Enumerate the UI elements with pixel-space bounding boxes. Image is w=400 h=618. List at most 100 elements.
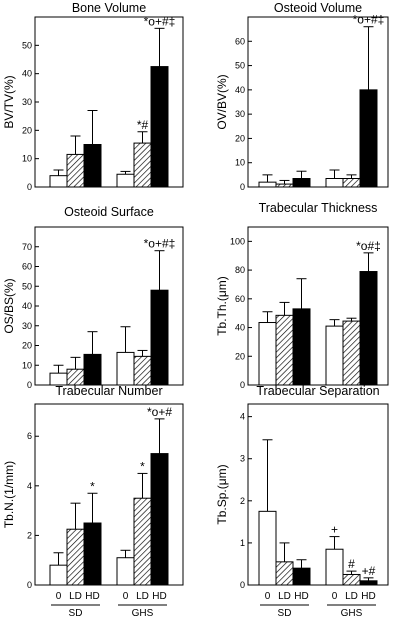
y-tick-label: 50 (22, 281, 32, 291)
y-tick-label: 30 (22, 321, 32, 331)
bar-ghs-hd (359, 580, 378, 586)
y-tick-label: 60 (235, 294, 245, 304)
y-tick-label: 10 (22, 360, 32, 370)
chart-title: Osteoid Surface (64, 205, 154, 219)
chart-title: Bone Volume (72, 1, 146, 15)
plot-frame (247, 403, 389, 586)
bar-ghs-hd (359, 89, 378, 188)
bar-ghs-hd (150, 289, 169, 386)
significance-label: + (331, 523, 338, 537)
significance-label: +# (362, 564, 376, 578)
bar-sd-hd (83, 353, 102, 386)
bar-sd-hd (83, 144, 102, 188)
chart-panel-3: Osteoid Surface OS/BS(%) 0 10 20 30 40 50 60 70 *o… (2, 205, 184, 390)
x-category-label: 0 (123, 591, 129, 602)
significance-label: *o+# (147, 405, 172, 419)
plot-frame (34, 403, 184, 586)
y-axis-label: BV/TV(%) (2, 75, 16, 128)
y-axis-label: OS/BS(%) (2, 278, 16, 333)
bar-sd-hd (292, 308, 311, 386)
y-tick-label: 50 (22, 40, 32, 50)
y-tick-label: 40 (22, 69, 32, 79)
bar-sd-ld (66, 368, 85, 386)
significance-label: *# (137, 118, 149, 132)
bar-ghs-ld (133, 355, 152, 386)
plot-frame (247, 16, 389, 188)
chart-title: Osteoid Volume (274, 1, 362, 15)
y-tick-label: 10 (22, 154, 32, 164)
y-tick-label: 20 (235, 133, 245, 143)
y-tick-label: 20 (22, 341, 32, 351)
bar-sd-zero (258, 510, 277, 586)
y-tick-label: 30 (235, 109, 245, 119)
bar-ghs-zero (325, 325, 344, 386)
y-tick-label: 4 (240, 412, 245, 422)
bar-ghs-ld (133, 497, 152, 586)
x-category-label: 0 (332, 591, 338, 602)
bar-sd-ld (275, 561, 294, 586)
y-tick-label: 2 (27, 530, 32, 540)
significance-label: * (90, 479, 95, 493)
x-category-label: HD (152, 591, 166, 602)
y-tick-label: 40 (22, 301, 32, 311)
bar-ghs-ld (342, 178, 361, 188)
group-label: SD (69, 608, 83, 618)
y-tick-label: 70 (22, 242, 32, 252)
y-tick-label: 40 (235, 85, 245, 95)
y-tick-label: 60 (235, 36, 245, 46)
bar-sd-ld (66, 153, 85, 188)
y-tick-label: 100 (230, 236, 245, 246)
bar-ghs-ld (342, 320, 361, 386)
bar-sd-zero (49, 564, 68, 586)
y-axis-label: OV/BV(%) (215, 74, 229, 129)
y-tick-label: 0 (27, 580, 32, 590)
significance-label: *o+#‡ (144, 14, 176, 28)
chart-title: Trabecular Thickness (259, 201, 378, 215)
x-category-label: LD (345, 591, 358, 602)
bar-ghs-zero (116, 173, 135, 188)
x-category-label: HD (294, 591, 308, 602)
bar-sd-zero (258, 181, 277, 188)
bar-ghs-ld (342, 573, 361, 586)
bar-ghs-hd (150, 66, 169, 188)
y-tick-label: 80 (235, 265, 245, 275)
y-tick-label: 0 (27, 380, 32, 390)
y-tick-label: 20 (22, 125, 32, 135)
x-category-label: HD (361, 591, 375, 602)
bar-sd-zero (49, 175, 68, 188)
y-axis-label: Tb.Sp.(μm) (215, 464, 229, 524)
bar-ghs-hd (150, 453, 169, 586)
y-tick-label: 40 (235, 323, 245, 333)
significance-label: *o+#‡ (144, 237, 176, 251)
y-tick-label: 0 (240, 580, 245, 590)
bar-sd-hd (292, 178, 311, 188)
chart-panel-4: Trabecular Thickness Tb.Th.(μm) 0 20 40 60 80 1… (215, 201, 389, 390)
y-axis-label: Tb.Th.(μm) (215, 276, 229, 336)
y-tick-label: 0 (240, 182, 245, 192)
y-tick-label: 1 (240, 538, 245, 548)
bar-ghs-zero (325, 548, 344, 586)
x-category-label: 0 (265, 591, 271, 602)
y-axis-label: Tb.N.(1/mm) (2, 461, 16, 528)
significance-label: *o+#‡ (353, 13, 385, 27)
y-tick-label: 0 (240, 380, 245, 390)
y-tick-label: 6 (27, 431, 32, 441)
y-tick-label: 10 (235, 158, 245, 168)
chart-panel-2: Osteoid Volume OV/BV(%) 0 10 20 30 40 50 60 *o+#‡ (215, 1, 389, 192)
significance-label: # (348, 557, 355, 571)
bar-ghs-zero (116, 557, 135, 586)
y-tick-label: 60 (22, 262, 32, 272)
y-tick-label: 0 (27, 182, 32, 192)
bar-sd-ld (275, 314, 294, 386)
x-category-label: 0 (56, 591, 62, 602)
x-category-label: LD (278, 591, 291, 602)
chart-title: Trabecular Separation (256, 384, 379, 398)
chart-title: Trabecular Number (55, 384, 162, 398)
bar-sd-hd (83, 522, 102, 586)
y-tick-label: 20 (235, 351, 245, 361)
significance-label: *o#‡ (356, 239, 381, 253)
bar-ghs-zero (325, 178, 344, 188)
